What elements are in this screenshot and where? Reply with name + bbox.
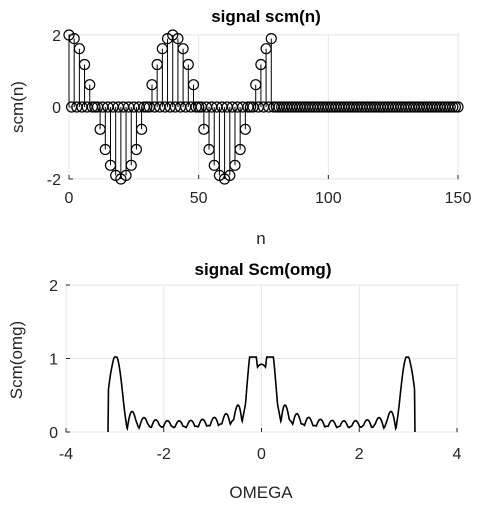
x-axis-label: n (256, 229, 265, 248)
stem-marker (73, 43, 85, 55)
chart-title: signal Scm(omg) (195, 260, 332, 279)
y-tick-label: -2 (47, 172, 61, 189)
stem-series (63, 29, 464, 185)
stem-marker (234, 143, 246, 156)
stem-marker (187, 79, 200, 91)
x-tick-label: 150 (445, 190, 472, 207)
stem-marker (182, 58, 194, 71)
stem-marker (136, 123, 148, 135)
x-tick-label: 2 (355, 446, 364, 463)
x-tick-label: 50 (190, 190, 208, 207)
x-tick-label: 0 (257, 446, 266, 463)
stem-marker (177, 43, 189, 55)
stem-marker (78, 58, 91, 71)
stem-marker (444, 101, 456, 113)
stem-marker (449, 101, 462, 113)
spectrum-chart: signal Scm(omg) -4 -2 0 2 4 2 1 0 Scm(omg) OMEG… (7, 260, 462, 502)
x-tick-label: -2 (157, 446, 171, 463)
x-tick-label: 0 (65, 190, 74, 207)
x-tick-label: 4 (453, 446, 462, 463)
y-tick-label: 0 (49, 425, 58, 442)
stem-marker (120, 169, 132, 181)
stem-marker (265, 32, 277, 45)
y-tick-label: 0 (52, 100, 61, 117)
stem-marker (172, 32, 184, 45)
x-tick-label: -4 (59, 446, 73, 463)
stem-marker (229, 159, 241, 171)
y-axis-label: Scm(omg) (7, 321, 26, 399)
stem-marker (452, 101, 464, 113)
stem-marker (239, 123, 251, 135)
stem-marker (125, 159, 137, 171)
spectrum-line (107, 356, 416, 433)
stem-marker (84, 79, 96, 91)
stem-marker (68, 32, 80, 45)
stem-marker (224, 169, 236, 181)
x-tick-label: 100 (315, 190, 342, 207)
chart-title: signal scm(n) (211, 7, 321, 26)
stem-marker (130, 143, 143, 156)
y-axis-label: scm(n) (8, 81, 27, 133)
y-tick-label: 2 (49, 278, 58, 295)
x-axis-label: OMEGA (229, 483, 293, 502)
stem-marker (447, 101, 459, 113)
y-tick-label: 1 (49, 352, 58, 369)
y-tick-label: 2 (52, 28, 61, 45)
